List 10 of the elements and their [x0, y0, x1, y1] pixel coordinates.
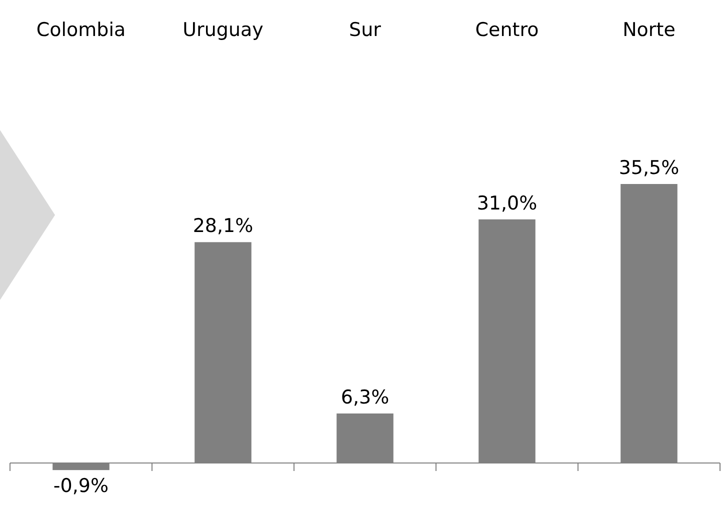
data-label: 35,5%: [618, 157, 680, 179]
data-label: 28,1%: [192, 215, 254, 238]
x-tick-label: Colombia: [36, 19, 126, 41]
x-tick-label: Centro: [475, 19, 539, 41]
data-label: 6,3%: [340, 386, 390, 408]
data-label: -0,9%: [53, 475, 109, 498]
x-tick-label: Sur: [349, 19, 382, 41]
x-tick-label: Norte: [622, 19, 676, 41]
data-label: 31,0%: [476, 192, 538, 214]
x-tick-label: Uruguay: [182, 19, 264, 41]
